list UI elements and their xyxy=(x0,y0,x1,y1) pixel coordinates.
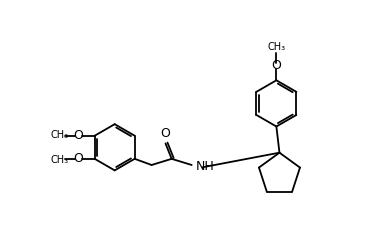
Text: CH₃: CH₃ xyxy=(267,42,286,52)
Text: O: O xyxy=(272,59,281,72)
Text: O: O xyxy=(160,127,170,140)
Text: NH: NH xyxy=(195,160,214,173)
Text: O: O xyxy=(74,129,84,142)
Text: CH₃: CH₃ xyxy=(50,154,68,165)
Text: O: O xyxy=(74,152,84,165)
Text: CH₃: CH₃ xyxy=(50,130,68,140)
